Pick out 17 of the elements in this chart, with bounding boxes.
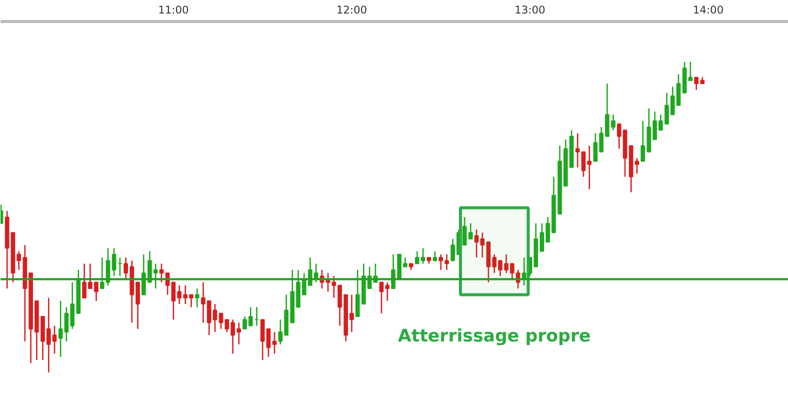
candlestick: [266, 328, 271, 358]
candlestick: [272, 331, 277, 354]
candlestick: [432, 250, 438, 262]
x-tick-label: 14:00: [692, 4, 724, 16]
candlestick: [688, 61, 693, 82]
candlestick: [332, 275, 336, 298]
x-tick-label: 13:00: [514, 4, 546, 16]
x-tick-label: 11:00: [158, 4, 190, 16]
candlestick: [112, 248, 116, 277]
band-label: Atterrissage propre: [398, 326, 591, 347]
candlestick: [58, 300, 63, 358]
candlestick: [634, 157, 640, 174]
x-tick-label: 12:00: [336, 4, 368, 16]
candlestick: [194, 288, 200, 308]
candlestick: [468, 222, 473, 240]
candlestick: [159, 263, 164, 283]
candlestick: [260, 318, 265, 361]
